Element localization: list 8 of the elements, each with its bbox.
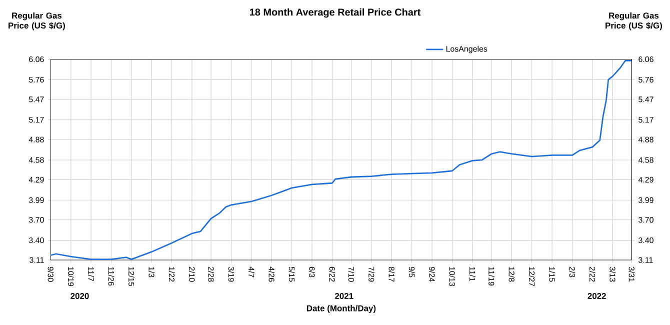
- text: 2021: [334, 293, 354, 299]
- y2-axis-title: Regular Gas Price (US $/G): [606, 12, 662, 30]
- y-axis-title: Regular Gas Price (US $/G): [8, 12, 65, 30]
- chart-title: 18 Month Average Retail Price Chart: [250, 8, 421, 18]
- line-series: [50, 60, 632, 260]
- text: 2022: [588, 293, 606, 299]
- text: 2020: [70, 293, 89, 299]
- x-axis-title: Date (Month/Day): [306, 305, 376, 313]
